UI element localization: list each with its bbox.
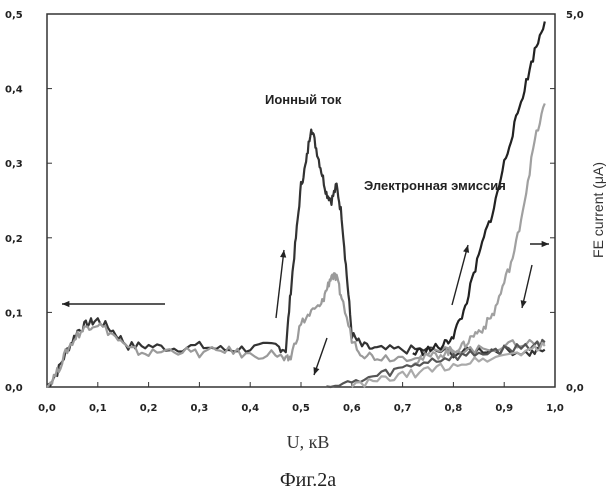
right-arrow-axis xyxy=(530,241,549,247)
y-tick-label: 0,2 xyxy=(5,234,23,245)
annotation-ion-current: Ионный ток xyxy=(265,92,342,107)
series-line xyxy=(326,340,544,387)
x-tick-label: 1,0 xyxy=(546,403,564,414)
x-tick-label: 0,1 xyxy=(89,403,107,414)
x-tick-label: 0,7 xyxy=(394,403,412,414)
y-tick-label: 0,4 xyxy=(5,85,23,96)
x-tick-label: 0,3 xyxy=(191,403,209,414)
figure-caption: Фиг.2a xyxy=(0,469,616,492)
x-tick-label: 0,9 xyxy=(495,403,513,414)
y-tick-label: 0,1 xyxy=(5,308,23,319)
x-tick-label: 0,6 xyxy=(343,403,361,414)
annotation-electron-emission: Электронная эмиссия xyxy=(364,178,506,193)
y-tick-label: 0,0 xyxy=(5,383,23,394)
x-tick-label: 0,0 xyxy=(38,403,56,414)
x-tick-label: 0,2 xyxy=(140,403,158,414)
x-tick-label: 0,5 xyxy=(292,403,310,414)
down-arrow-emission xyxy=(521,265,532,308)
down-arrow-ion xyxy=(314,338,327,375)
right-y-tick-label: 5,0 xyxy=(566,10,584,21)
right-axis-label: FE current (μA) xyxy=(590,162,606,258)
x-tick-label: 0,8 xyxy=(445,403,463,414)
right-y-tick-label: 0,0 xyxy=(566,383,584,394)
series-line xyxy=(413,104,545,366)
x-axis-label: U, кВ xyxy=(0,432,616,453)
data-series xyxy=(47,22,545,388)
y-tick-label: 0,5 xyxy=(5,10,23,21)
y-tick-label: 0,3 xyxy=(5,159,23,170)
left-arrow xyxy=(62,301,165,307)
x-tick-label: 0,4 xyxy=(241,403,259,414)
up-arrow-ion xyxy=(276,250,286,318)
up-arrow-emission xyxy=(452,245,469,305)
